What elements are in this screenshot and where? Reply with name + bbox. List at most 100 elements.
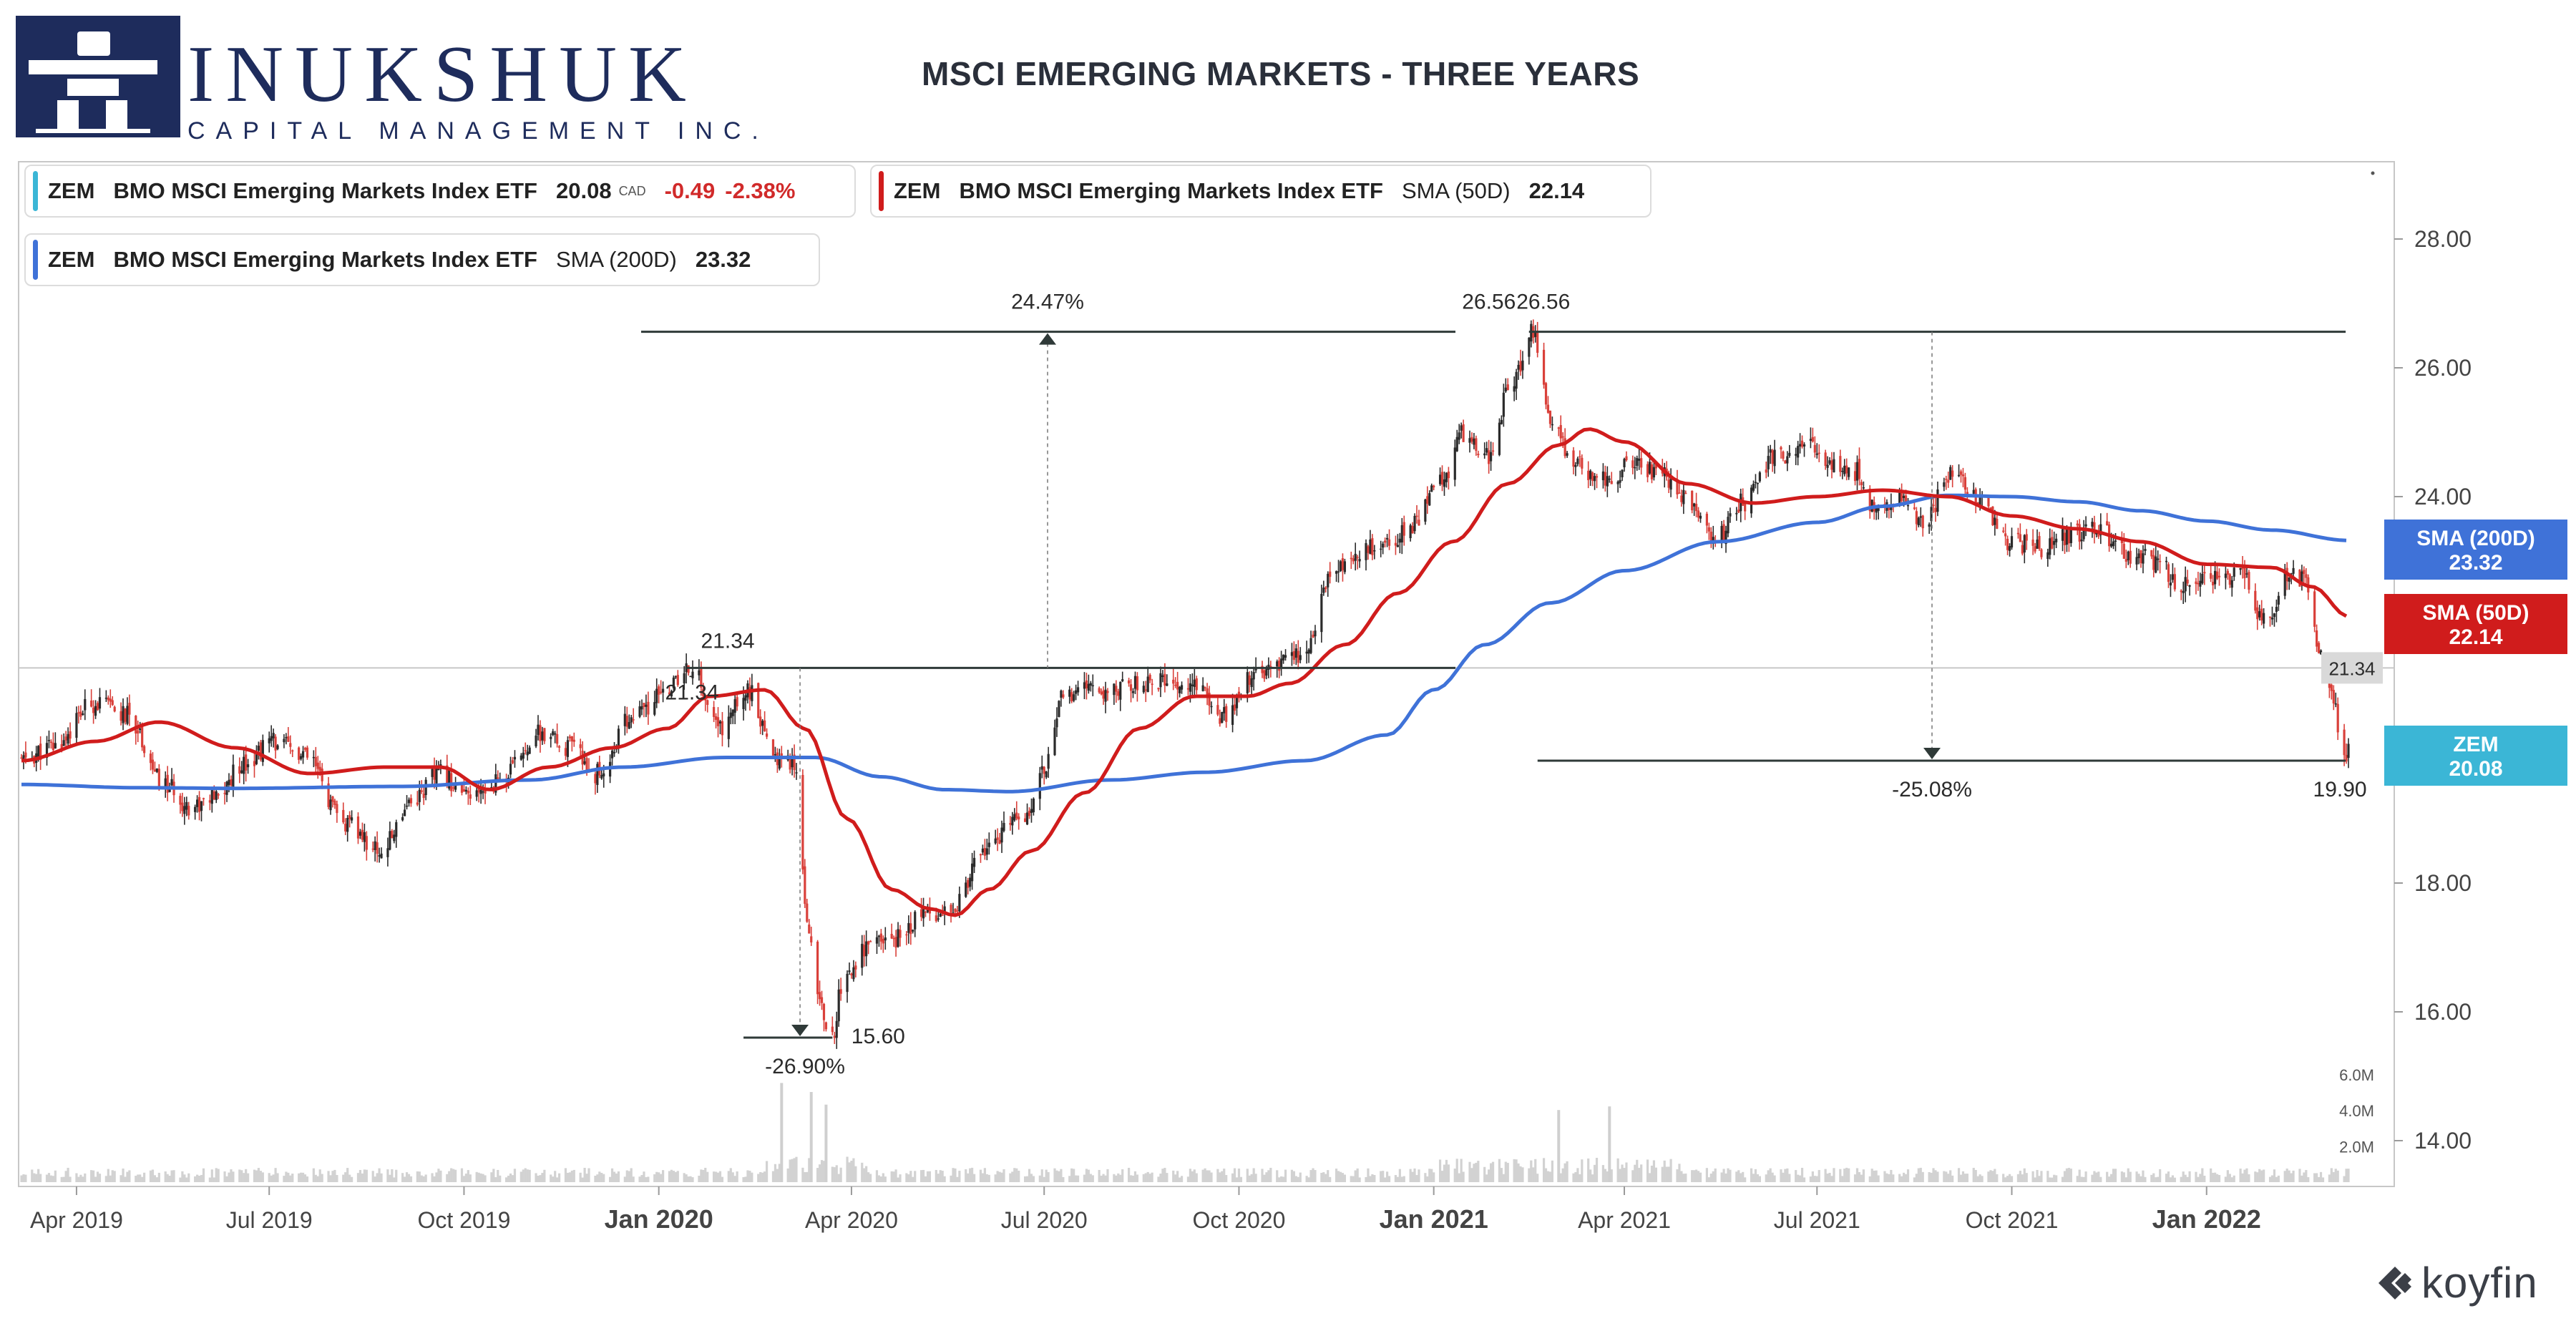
- volume-bar: [1235, 1177, 1239, 1182]
- volume-bar: [1767, 1170, 1770, 1182]
- candle-body: [850, 973, 853, 976]
- volume-bar: [1722, 1169, 1725, 1182]
- volume-bar: [598, 1171, 601, 1182]
- candle-body: [64, 736, 67, 741]
- volume-bar: [579, 1172, 582, 1182]
- candle-body: [187, 806, 190, 816]
- candle-body: [2288, 577, 2290, 582]
- volume-bar: [2023, 1168, 2026, 1182]
- candle-body: [761, 721, 764, 726]
- volume-bar: [793, 1158, 796, 1182]
- volume-bar: [77, 1176, 80, 1182]
- volume-bar: [1548, 1171, 1552, 1182]
- candle-body: [2065, 527, 2069, 545]
- candle-body: [625, 716, 628, 727]
- candle-body: [543, 728, 546, 741]
- volume-bar: [1697, 1171, 1700, 1182]
- volume-bar: [1991, 1171, 1994, 1182]
- candle-body: [484, 789, 487, 794]
- candle-body: [24, 752, 27, 758]
- candle-body: [706, 700, 709, 706]
- volume-bar: [950, 1175, 952, 1182]
- candle-body: [217, 794, 220, 796]
- candle-body: [1121, 679, 1124, 682]
- candle-body: [168, 789, 171, 792]
- candle-body: [2283, 570, 2286, 596]
- volume-bar: [2298, 1169, 2301, 1182]
- candle-body: [628, 722, 630, 729]
- candle-body: [1839, 456, 1842, 472]
- candle-body: [393, 834, 396, 842]
- volume-bar: [824, 1104, 828, 1182]
- volume-bar: [1440, 1171, 1444, 1182]
- volume-bar: [2343, 1176, 2346, 1182]
- candle-body: [691, 671, 694, 678]
- volume-bar: [1282, 1176, 1285, 1182]
- legend-sma-200[interactable]: ZEM BMO MSCI Emerging Markets Index ETF …: [24, 233, 820, 286]
- candle-body: [1204, 687, 1206, 688]
- candle-body: [804, 866, 806, 905]
- candle-body: [1085, 680, 1088, 689]
- candle-body: [446, 765, 449, 786]
- legend-sma-50[interactable]: ZEM BMO MSCI Emerging Markets Index ETF …: [870, 165, 1652, 218]
- options-menu-icon[interactable]: [2371, 171, 2375, 175]
- volume-bar: [1809, 1176, 1813, 1182]
- volume-bar: [907, 1174, 910, 1182]
- volume-bar: [420, 1175, 423, 1182]
- volume-bar: [1557, 1110, 1561, 1182]
- candle-body: [1438, 474, 1442, 484]
- volume-bar: [1415, 1175, 1418, 1182]
- volume-bar: [2230, 1177, 2233, 1182]
- volume-bar: [2277, 1175, 2280, 1182]
- volume-bar: [958, 1171, 961, 1182]
- volume-bar: [2155, 1177, 2157, 1182]
- candle-body: [2034, 546, 2036, 552]
- volume-bar: [816, 1168, 819, 1182]
- volume-bar: [640, 1175, 643, 1182]
- volume-bar: [2112, 1169, 2115, 1182]
- candle-body: [1773, 449, 1776, 467]
- volume-bar: [1025, 1176, 1029, 1182]
- volume-bar: [1219, 1172, 1221, 1182]
- candle-body: [818, 992, 821, 1000]
- volume-bar: [1172, 1170, 1175, 1182]
- volume-bar: [1369, 1176, 1372, 1182]
- volume-bar: [2317, 1176, 2321, 1182]
- volume-bar: [672, 1171, 675, 1182]
- volume-bar: [1380, 1171, 1382, 1182]
- volume-bar: [1195, 1173, 1198, 1182]
- legend-zem-price[interactable]: ZEM BMO MSCI Emerging Markets Index ETF …: [24, 165, 856, 218]
- candle-body: [1104, 689, 1107, 702]
- volume-bar: [358, 1170, 362, 1182]
- volume-bar: [1488, 1169, 1491, 1182]
- volume-bar: [346, 1168, 349, 1182]
- volume-bar: [1455, 1159, 1458, 1182]
- volume-bar: [820, 1160, 824, 1182]
- volume-bar: [837, 1174, 840, 1182]
- volume-bar: [2046, 1171, 2049, 1182]
- candle-body: [450, 773, 453, 791]
- volume-bar: [776, 1169, 779, 1182]
- candle-body: [2245, 573, 2248, 575]
- volume-bar: [54, 1170, 57, 1182]
- candle-body: [1697, 510, 1700, 518]
- candle-body: [1744, 504, 1747, 512]
- candle-body: [164, 778, 167, 787]
- volume-bar: [1309, 1170, 1312, 1182]
- candle-body: [405, 805, 409, 807]
- candle-body: [69, 731, 72, 739]
- candle-body: [632, 719, 635, 721]
- volume-bar: [494, 1176, 497, 1182]
- volume-bar: [1193, 1169, 1196, 1182]
- volume-bar: [2268, 1176, 2272, 1182]
- volume-bar: [82, 1176, 84, 1182]
- volume-bar: [1394, 1175, 1397, 1182]
- volume-bar: [668, 1171, 671, 1182]
- candle-body: [259, 742, 262, 760]
- candle-body: [197, 796, 201, 812]
- candle-body: [314, 756, 317, 766]
- volume-bar: [462, 1176, 466, 1182]
- volume-bar: [2025, 1173, 2028, 1182]
- volume-bar: [1076, 1175, 1080, 1182]
